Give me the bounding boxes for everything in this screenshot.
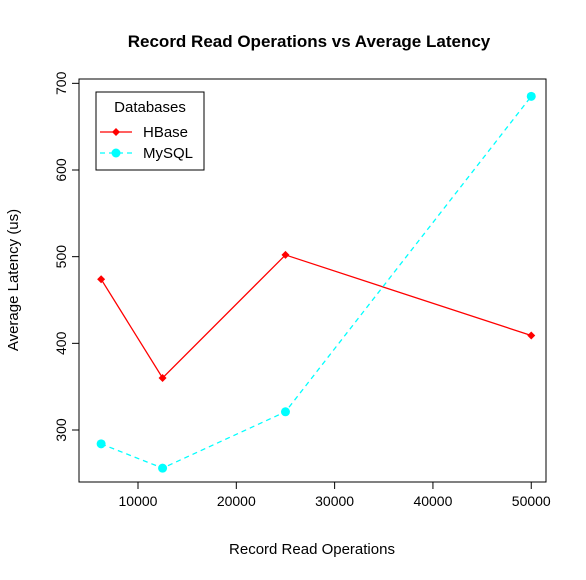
legend-item-mysql: MySQL xyxy=(100,145,193,162)
chart-title: Record Read Operations vs Average Latenc… xyxy=(128,32,491,51)
series-mysql xyxy=(96,91,536,473)
data-point-mysql xyxy=(526,91,536,101)
y-axis: 300 400 500 600 700 xyxy=(53,71,79,442)
legend: Databases HBase MySQL xyxy=(95,91,205,171)
x-tick-label: 50000 xyxy=(512,493,551,509)
x-axis-label: Record Read Operations xyxy=(229,541,395,558)
series-line-hbase xyxy=(100,254,532,380)
y-tick-label: 300 xyxy=(53,418,69,442)
x-axis: 10000 20000 30000 40000 50000 xyxy=(119,482,551,509)
y-tick-label: 700 xyxy=(53,71,69,95)
data-point-mysql xyxy=(96,439,106,449)
legend-label-hbase: HBase xyxy=(143,124,188,141)
y-tick-label: 500 xyxy=(53,245,69,269)
legend-items: HBase MySQL xyxy=(100,124,193,162)
series-layer xyxy=(96,91,536,473)
y-tick-label: 600 xyxy=(53,158,69,182)
x-tick-label: 40000 xyxy=(413,493,452,509)
y-axis-label: Average Latency (us) xyxy=(5,209,22,351)
y-tick-label: 400 xyxy=(53,331,69,355)
x-tick-label: 10000 xyxy=(119,493,158,509)
data-point-hbase xyxy=(158,374,167,382)
plot-frame xyxy=(78,78,547,483)
data-point-mysql xyxy=(280,407,290,417)
data-point-mysql xyxy=(158,463,168,473)
x-tick-label: 20000 xyxy=(217,493,256,509)
legend-item-hbase: HBase xyxy=(100,124,188,141)
legend-title: Databases xyxy=(114,99,186,116)
legend-marker-hbase xyxy=(112,128,120,136)
legend-label-mysql: MySQL xyxy=(143,145,193,162)
data-point-hbase xyxy=(527,331,536,340)
data-point-hbase xyxy=(281,250,290,259)
data-point-hbase xyxy=(97,275,106,284)
legend-marker-mysql xyxy=(111,148,121,158)
series-hbase xyxy=(97,250,536,382)
x-tick-label: 30000 xyxy=(315,493,354,509)
